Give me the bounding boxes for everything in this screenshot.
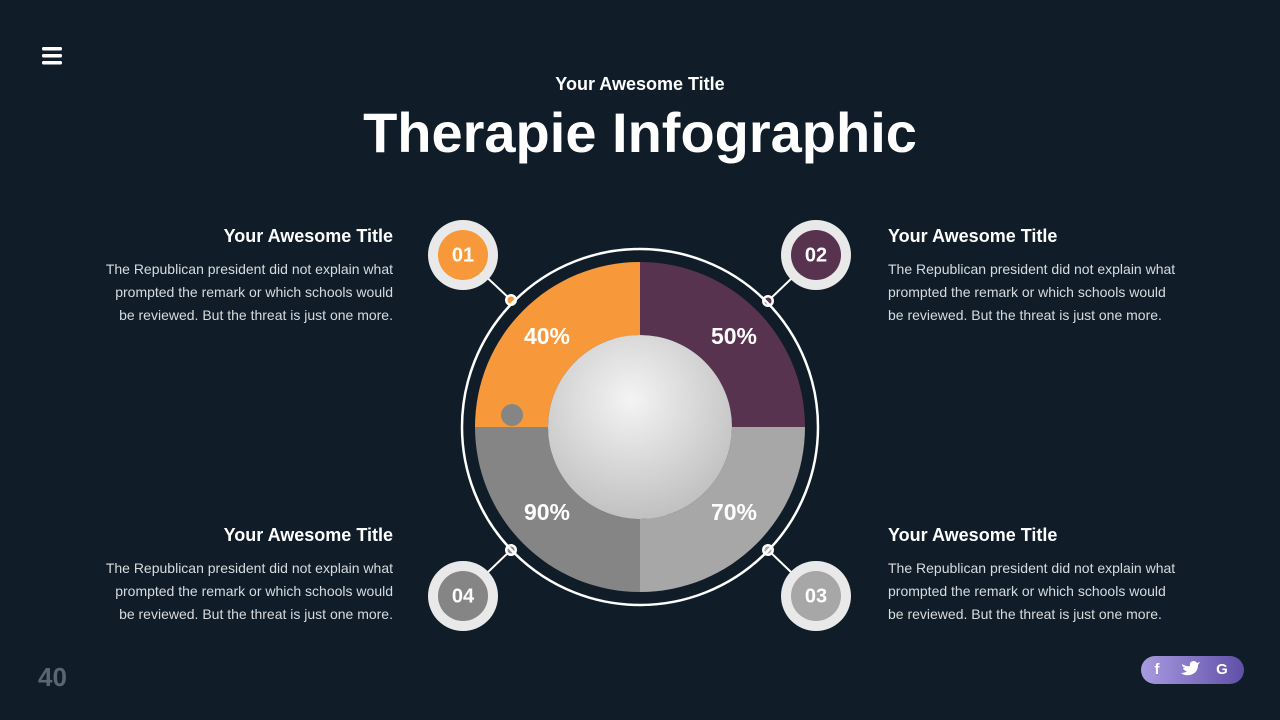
item-text: The Republican president did not explain… xyxy=(105,261,393,277)
social-icon[interactable]: G xyxy=(1216,661,1228,678)
item-text: The Republican president did not explain… xyxy=(105,560,393,576)
item-text: be reviewed. But the threat is just one … xyxy=(119,606,393,622)
percent-label: 70% xyxy=(711,499,757,525)
badge-inner xyxy=(791,230,841,280)
outer-ring xyxy=(460,247,820,607)
percent-label: 50% xyxy=(711,323,757,349)
subtitle: Your Awesome Title xyxy=(555,74,725,94)
badge-number: 04 xyxy=(452,585,475,607)
puzzle-piece xyxy=(640,262,805,427)
item-text: be reviewed. But the threat is just one … xyxy=(888,606,1162,622)
badge-number: 02 xyxy=(805,244,827,266)
inner-circle xyxy=(548,335,732,519)
item-text: The Republican president did not explain… xyxy=(888,560,1176,576)
badge-inner xyxy=(438,230,488,280)
badge-number: 03 xyxy=(805,585,827,607)
item-text: prompted the remark or which schools wou… xyxy=(888,284,1166,300)
social-icon[interactable]: f xyxy=(1155,661,1161,678)
menu-icon[interactable] xyxy=(42,47,62,65)
puzzle-piece xyxy=(640,427,805,592)
badge-inner xyxy=(791,571,841,621)
percent-label: 90% xyxy=(524,499,570,525)
page-number: 40 xyxy=(38,662,67,692)
badge-inner xyxy=(438,571,488,621)
item-text: be reviewed. But the threat is just one … xyxy=(888,307,1162,323)
puzzle-piece xyxy=(475,427,640,592)
item-text: prompted the remark or which schools wou… xyxy=(115,284,393,300)
item-text: The Republican president did not explain… xyxy=(888,261,1176,277)
badge-number: 01 xyxy=(452,244,474,266)
item-text: prompted the remark or which schools wou… xyxy=(888,583,1166,599)
item-title: Your Awesome Title xyxy=(888,226,1058,246)
title: Therapie Infographic xyxy=(363,101,917,164)
item-text: prompted the remark or which schools wou… xyxy=(115,583,393,599)
percent-label: 40% xyxy=(524,323,570,349)
social-icon[interactable] xyxy=(1181,661,1200,676)
puzzle-piece xyxy=(475,262,640,427)
puzzle-knob xyxy=(501,404,523,426)
item-title: Your Awesome Title xyxy=(223,226,393,246)
item-title: Your Awesome Title xyxy=(223,525,393,545)
item-title: Your Awesome Title xyxy=(888,525,1058,545)
item-text: be reviewed. But the threat is just one … xyxy=(119,307,393,323)
